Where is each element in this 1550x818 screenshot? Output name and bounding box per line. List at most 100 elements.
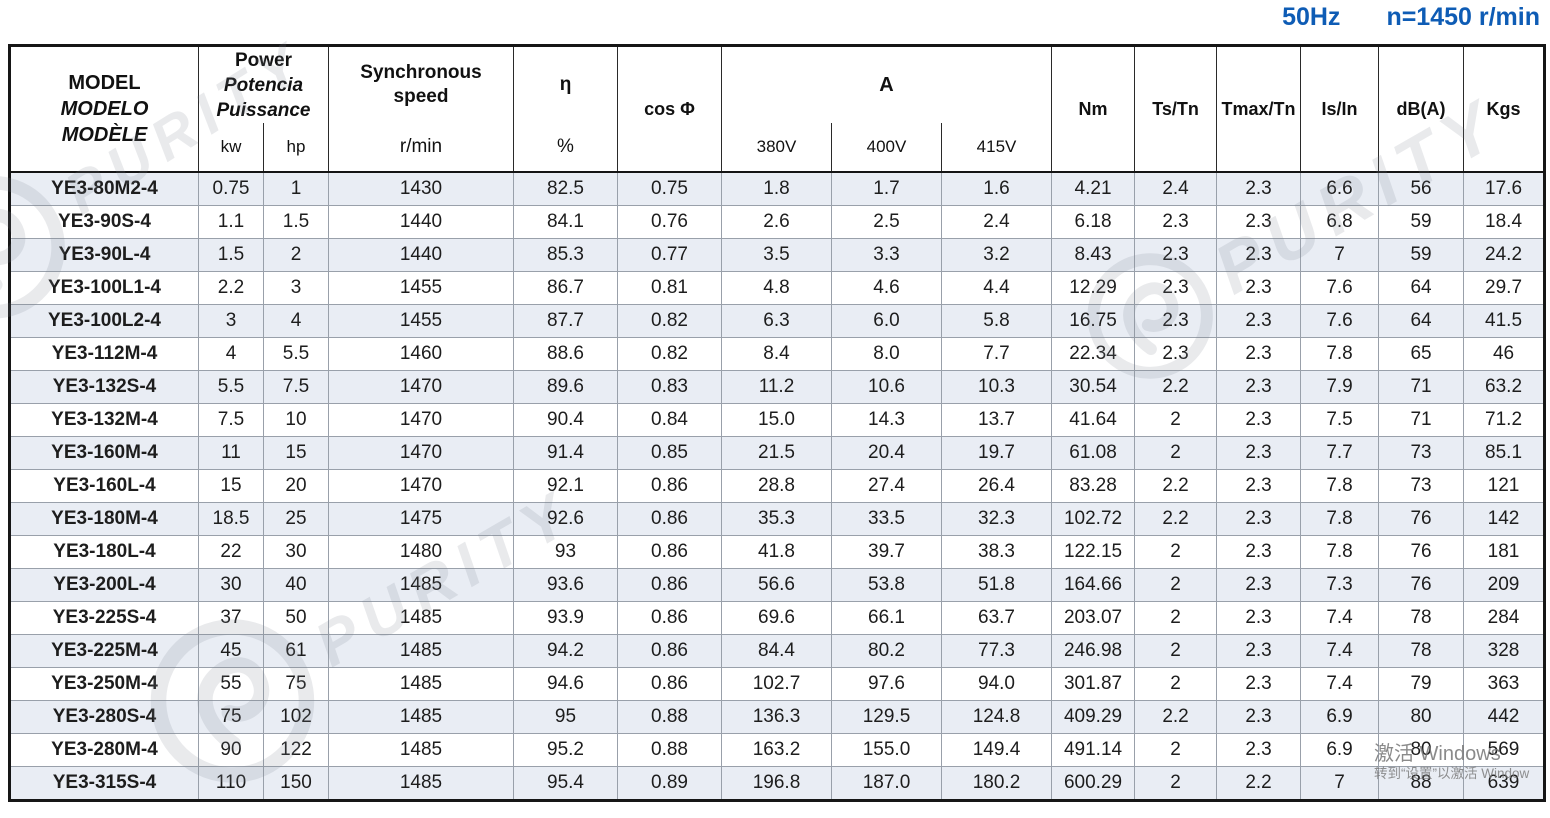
cell-tmax_tn: 2.3 [1216,337,1302,371]
header-unit-hp: hp [263,123,329,173]
cell-hp: 15 [263,436,329,470]
cell-kgs: 209 [1463,568,1546,602]
cell-hp: 4 [263,304,329,338]
table-row: YE3-100L1-4 2.2 3 1455 86.7 0.81 4.8 4.6 4.4 12.2… [9,271,1546,305]
table-row: YE3-112M-4 4 5.5 1460 88.6 0.82 8.4 8.0 7.7 22.34… [9,337,1546,371]
cell-nm: 203.07 [1051,601,1136,635]
cell-eta: 86.7 [513,271,618,305]
cell-eta: 84.1 [513,205,618,239]
cell-rpm: 1455 [328,304,514,338]
cell-a_415v: 63.7 [940,601,1053,635]
cell-nm: 4.21 [1051,171,1136,206]
cell-kgs: 63.2 [1463,370,1546,404]
cell-ts_tn: 2 [1134,535,1218,569]
cell-rpm: 1485 [328,634,514,668]
cell-a_415v: 180.2 [940,766,1053,801]
cell-tmax_tn: 2.3 [1216,568,1302,602]
header-voltage-415: 415V [941,123,1053,173]
cell-cos_phi: 0.75 [617,171,722,206]
cell-hp: 2 [263,238,329,272]
cell-rpm: 1440 [328,205,514,239]
cell-eta: 94.6 [513,667,618,701]
cell-hp: 150 [263,766,329,801]
cell-eta: 92.1 [513,469,618,503]
cell-is_in: 7.4 [1300,601,1380,635]
cell-a_400v: 4.6 [831,271,942,305]
cell-db_a: 76 [1378,568,1465,602]
cell-kw: 2.2 [198,271,264,305]
header-kgs: Kgs [1463,45,1545,173]
cell-a_380v: 1.8 [721,171,832,206]
cell-ts_tn: 2 [1134,766,1218,801]
cell-a_400v: 8.0 [831,337,942,371]
cell-kgs: 569 [1463,733,1546,767]
cell-rpm: 1480 [328,535,514,569]
table-row: YE3-160L-4 15 20 1470 92.1 0.86 28.8 27.4 26.4 83… [9,469,1546,503]
cell-a_415v: 32.3 [940,502,1053,536]
cell-a_415v: 7.7 [940,337,1053,371]
cell-rpm: 1430 [328,171,514,206]
cell-a_415v: 149.4 [940,733,1053,767]
cell-db_a: 56 [1378,171,1465,206]
cell-eta: 85.3 [513,238,618,272]
cell-a_380v: 8.4 [721,337,832,371]
cell-hp: 40 [263,568,329,602]
cell-a_380v: 69.6 [721,601,832,635]
cell-eta: 95.4 [513,766,618,801]
cell-a_380v: 84.4 [721,634,832,668]
cell-a_415v: 77.3 [940,634,1053,668]
cell-a_400v: 3.3 [831,238,942,272]
cell-db_a: 59 [1378,205,1465,239]
cell-kw: 11 [198,436,264,470]
cell-hp: 61 [263,634,329,668]
cell-a_380v: 41.8 [721,535,832,569]
cell-rpm: 1440 [328,238,514,272]
header-voltage-400: 400V [831,123,942,173]
cell-model: YE3-100L1-4 [9,271,199,305]
cell-cos_phi: 0.76 [617,205,722,239]
cell-model: YE3-225S-4 [9,601,199,635]
cell-hp: 1 [263,171,329,206]
cell-eta: 92.6 [513,502,618,536]
cell-tmax_tn: 2.3 [1216,171,1302,206]
cell-a_380v: 102.7 [721,667,832,701]
cell-is_in: 7.8 [1300,535,1380,569]
cell-kgs: 284 [1463,601,1546,635]
cell-a_415v: 10.3 [940,370,1053,404]
cell-cos_phi: 0.86 [617,469,722,503]
cell-a_380v: 35.3 [721,502,832,536]
cell-model: YE3-160M-4 [9,436,199,470]
cell-kgs: 442 [1463,700,1546,734]
cell-a_400v: 155.0 [831,733,942,767]
cell-is_in: 6.8 [1300,205,1380,239]
cell-a_380v: 15.0 [721,403,832,437]
cell-rpm: 1455 [328,271,514,305]
cell-db_a: 76 [1378,535,1465,569]
cell-a_415v: 19.7 [940,436,1053,470]
cell-a_400v: 97.6 [831,667,942,701]
cell-rpm: 1485 [328,601,514,635]
cell-rpm: 1470 [328,436,514,470]
cell-tmax_tn: 2.3 [1216,370,1302,404]
cell-rpm: 1460 [328,337,514,371]
cell-kgs: 41.5 [1463,304,1546,338]
cell-db_a: 64 [1378,271,1465,305]
table-row: YE3-90L-4 1.5 2 1440 85.3 0.77 3.5 3.3 3.2 8.43 2.… [9,238,1546,272]
cell-tmax_tn: 2.3 [1216,205,1302,239]
cell-is_in: 6.9 [1300,700,1380,734]
cell-cos_phi: 0.77 [617,238,722,272]
header-tmax-tn: Tmax/Tn [1216,45,1302,173]
cell-eta: 91.4 [513,436,618,470]
table-row: YE3-100L2-4 3 4 1455 87.7 0.82 6.3 6.0 5.8 16.75 2… [9,304,1546,338]
cell-nm: 246.98 [1051,634,1136,668]
cell-nm: 83.28 [1051,469,1136,503]
cell-db_a: 80 [1378,733,1465,767]
table-row: YE3-180M-4 18.5 25 1475 92.6 0.86 35.3 33.5 32.3… [9,502,1546,536]
header-model: MODEL MODELO MODÈLE [9,45,199,173]
cell-tmax_tn: 2.3 [1216,700,1302,734]
cell-tmax_tn: 2.3 [1216,667,1302,701]
cell-kw: 110 [198,766,264,801]
cell-nm: 8.43 [1051,238,1136,272]
cell-tmax_tn: 2.3 [1216,535,1302,569]
cell-a_400v: 27.4 [831,469,942,503]
